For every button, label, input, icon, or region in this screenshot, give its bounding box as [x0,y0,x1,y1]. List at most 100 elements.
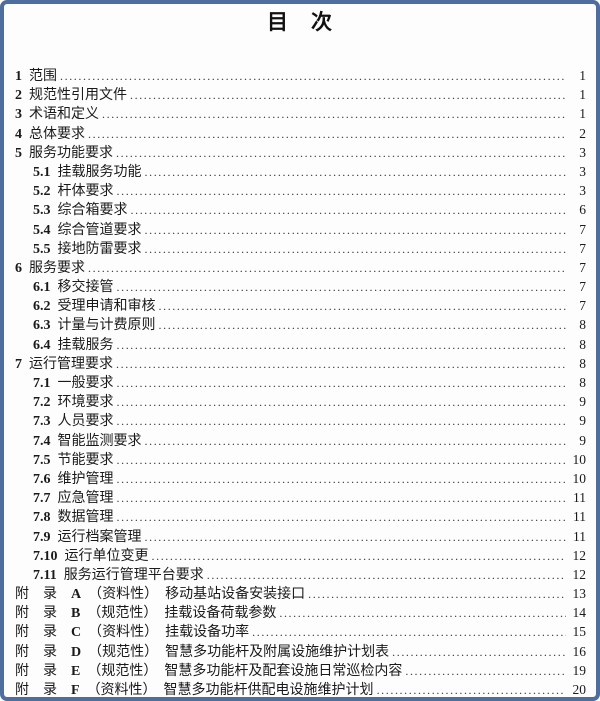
toc-entry: 6.4 挂载服务 8 [15,335,586,354]
entry-page-number: 9 [579,432,586,448]
entry-page-number: 6 [579,202,586,218]
entry-page-number: 3 [579,144,586,160]
entry-page-number: 15 [572,624,587,640]
entry-page-number: 12 [572,547,587,563]
dot-leader [117,470,567,489]
entry-page-number: 7 [579,259,586,275]
dot-leader [117,508,567,527]
toc-entry: 5 服务功能要求 3 [15,143,586,162]
entry-number: 7.6 [33,471,51,487]
entry-title: 运行管理要求 [29,356,113,372]
entry-number: 7.3 [33,414,51,430]
entry-prefix: 附 录 [15,683,71,698]
dot-leader [152,547,567,566]
entry-number: 7.10 [33,548,58,564]
entry-number: 5.4 [33,222,51,238]
entry-page-number: 3 [579,163,586,179]
dot-leader [117,278,567,297]
toc-entry: 附 录 F （资料性） 智慧多功能杆供配电设施维护计划 20 [15,680,586,698]
entry-number: C [71,625,82,641]
entry-page-number: 11 [573,509,586,525]
dot-leader [117,393,567,412]
toc-entry: 7.2 环境要求 9 [15,392,586,411]
toc-entry: 5.4 综合管道要求 7 [15,220,586,239]
dot-leader [116,144,566,163]
entry-title: 数据管理 [57,510,114,526]
entry-title: 服务功能要求 [29,145,113,161]
dot-leader [308,585,566,604]
toc-entry: 附 录 A （资料性） 移动基站设备安装接口 13 [15,584,586,603]
entry-page-number: 12 [572,566,587,582]
entry-title: 计量与计费原则 [57,318,156,334]
dot-leader [117,412,567,431]
entry-number: 7.5 [33,452,51,468]
entry-number: 7 [15,356,22,372]
dot-leader [116,355,566,374]
toc-entry: 7.4 智能监测要求 9 [15,431,586,450]
toc-entry: 1 范围 1 [15,66,586,85]
toc-entry: 2 规范性引用文件 1 [15,85,586,104]
entry-title: 环境要求 [57,395,114,411]
toc-entry: 5.5 接地防雷要求 7 [15,239,586,258]
toc-entry: 3 术语和定义 1 [15,104,586,123]
entry-page-number: 16 [572,643,587,659]
entry-page-number: 9 [579,413,586,429]
entry-page-number: 10 [572,470,587,486]
entry-number: 4 [15,126,22,142]
entry-number: D [71,644,82,660]
entry-title: （规范性） 智慧多功能杆及附属设施维护计划表 [88,644,390,660]
entry-prefix: 附 录 [15,625,71,641]
entry-number: 6.3 [33,318,51,334]
toc-list: 1 范围 1 2 规范性引用文件 1 3 术语和定义 1 4 总体要求 2 5 … [15,66,587,698]
entry-title: 移交接管 [57,280,114,296]
entry-page-number: 3 [579,183,586,199]
entry-title: 接地防雷要求 [57,241,142,257]
entry-title: （资料性） 移动基站设备安装接口 [88,587,306,603]
toc-entry: 6.2 受理申请和审核 7 [15,296,586,315]
entry-title: （规范性） 挂载设备荷载参数 [87,606,277,622]
entry-page-number: 13 [572,586,587,602]
dot-leader [88,125,566,144]
dot-leader [392,643,566,662]
entry-number: 7.4 [33,433,51,449]
entry-number: 7.7 [33,491,51,507]
entry-title: 运行档案管理 [57,529,142,545]
entry-title: 服务运行管理平台要求 [63,567,204,583]
entry-page-number: 7 [579,240,586,256]
entry-page-number: 7 [579,279,586,295]
entry-page-number: 8 [579,355,586,371]
toc-entry: 7 运行管理要求 8 [15,354,586,373]
entry-number: 7.9 [33,529,51,545]
toc-entry: 6.3 计量与计费原则 8 [15,315,586,334]
entry-title: 受理申请和审核 [57,299,156,315]
toc-entry: 附 录 C （资料性） 挂载设备功率 15 [15,622,586,641]
toc-entry: 7.6 维护管理 10 [15,469,586,488]
dot-leader [159,316,567,335]
toc-entry: 7.8 数据管理 11 [15,507,586,526]
entry-prefix: 附 录 [15,606,71,622]
entry-page-number: 2 [579,125,586,141]
dot-leader [117,451,567,470]
entry-number: 5.2 [33,184,51,200]
entry-number: 6.1 [33,280,51,296]
dot-leader [145,240,567,259]
toc-entry: 5.2 杆体要求 3 [15,181,586,200]
entry-page-number: 8 [579,317,586,333]
entry-prefix: 附 录 [15,663,71,679]
entry-page-number: 1 [579,68,586,83]
toc-entry: 附 录 E （规范性） 智慧多功能杆及配套设施日常巡检内容 19 [15,661,586,680]
entry-title: 综合管道要求 [57,222,142,238]
dot-leader [117,374,567,393]
entry-number: 5.5 [33,241,51,257]
entry-number: 7.8 [33,510,51,526]
entry-page-number: 10 [572,451,587,467]
entry-number: 7.1 [33,376,51,391]
dot-leader [377,681,566,697]
entry-number: 3 [15,107,22,123]
toc-entry: 7.5 节能要求 10 [15,450,586,469]
toc-entry: 5.3 综合箱要求 6 [15,200,586,219]
entry-title: 挂载服务 [57,337,114,353]
entry-title: 规范性引用文件 [29,88,127,104]
entry-number: A [71,587,82,603]
